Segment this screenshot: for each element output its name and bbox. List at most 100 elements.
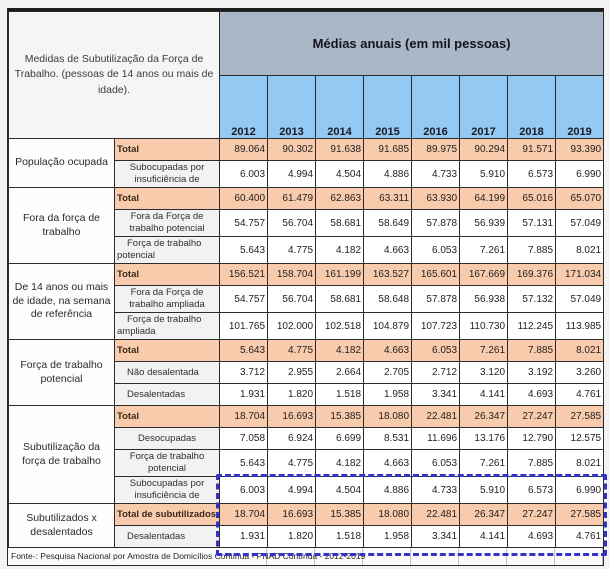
value-cell: 64.199: [459, 187, 509, 210]
value-cell: 93.390: [555, 138, 605, 161]
value-cell: 65.070: [555, 187, 605, 210]
value-cell: 4.663: [363, 236, 413, 264]
table-row: Fora da força de trabalho Total 60.400 61.4…: [8, 187, 605, 264]
value-cell: 8.531: [363, 427, 413, 450]
value-cell: 6.053: [411, 449, 461, 477]
year-header-2012: 2012: [219, 75, 269, 139]
value-cell: 18.080: [363, 405, 413, 428]
row-label: Subocupadas por insuficiência de: [113, 160, 221, 188]
source-note: Fonte-: Pesquisa Nacional por Amostra de…: [11, 551, 366, 561]
value-cell: 2.664: [315, 361, 365, 384]
value-cell: 1.820: [267, 525, 317, 548]
table-row: Subocupadas por insuficiência de 6.003 4.9…: [9, 476, 605, 504]
value-cell: 60.400: [219, 187, 269, 210]
table-row: Desalentadas 1.931 1.820 1.518 1.958 3.341 4.1…: [9, 525, 605, 548]
row-label: Total: [113, 138, 221, 161]
value-cell: 22.481: [411, 405, 461, 428]
value-cell: 3.120: [459, 361, 509, 384]
value-cell: 104.879: [363, 312, 413, 340]
value-cell: 56.704: [267, 209, 317, 237]
value-cell: 2.712: [411, 361, 461, 384]
value-cell: 4.775: [267, 236, 317, 264]
table-row: Força de trabalho potencial 5.643 4.775 4.1…: [9, 449, 605, 477]
value-cell: 2.705: [363, 361, 413, 384]
value-cell: 1.820: [267, 383, 317, 406]
value-cell: 3.192: [507, 361, 557, 384]
table-row: Subutilizados x desalentados Total de sub…: [8, 503, 605, 548]
value-cell: 4.775: [267, 449, 317, 477]
value-cell: 4.141: [459, 525, 509, 548]
value-cell: 4.663: [363, 449, 413, 477]
value-cell: 90.302: [267, 138, 317, 161]
value-cell: 7.058: [219, 427, 269, 450]
value-cell: 1.518: [315, 383, 365, 406]
value-cell: 3.712: [219, 361, 269, 384]
value-cell: 107.723: [411, 312, 461, 340]
value-cell: 4.141: [459, 383, 509, 406]
value-cell: 57.049: [555, 285, 605, 313]
value-cell: 57.132: [507, 285, 557, 313]
value-cell: 91.571: [507, 138, 557, 161]
table-row: Força de trabalho potencial 5.643 4.775 4.1…: [9, 236, 605, 264]
value-cell: 90.294: [459, 138, 509, 161]
value-cell: 167.669: [459, 263, 509, 286]
value-cell: 3.341: [411, 383, 461, 406]
section-label: População ocupada: [8, 138, 115, 188]
value-cell: 4.733: [411, 160, 461, 188]
row-label: Força de trabalho potencial: [113, 236, 221, 264]
value-cell: 89.064: [219, 138, 269, 161]
row-label: Força de trabalho ampliada: [113, 312, 221, 340]
value-cell: 12.575: [555, 427, 605, 450]
value-cell: 63.311: [363, 187, 413, 210]
value-cell: 15.385: [315, 405, 365, 428]
value-cell: 57.049: [555, 209, 605, 237]
value-cell: 8.021: [555, 339, 605, 362]
value-cell: 6.053: [411, 236, 461, 264]
value-cell: 63.930: [411, 187, 461, 210]
value-cell: 4.761: [555, 525, 605, 548]
value-cell: 58.681: [315, 285, 365, 313]
value-cell: 5.643: [219, 449, 269, 477]
footer-gridlines: [219, 548, 603, 565]
value-cell: 6.003: [219, 160, 269, 188]
value-cell: 6.990: [555, 476, 605, 504]
value-cell: 4.504: [315, 476, 365, 504]
value-cell: 112.245: [507, 312, 557, 340]
value-cell: 6.990: [555, 160, 605, 188]
table-body: População ocupada Total 89.064 90.302 91.638…: [8, 138, 605, 548]
value-cell: 4.182: [315, 236, 365, 264]
value-cell: 102.000: [267, 312, 317, 340]
value-cell: 16.693: [267, 503, 317, 526]
value-cell: 169.376: [507, 263, 557, 286]
value-cell: 27.247: [507, 405, 557, 428]
value-cell: 4.504: [315, 160, 365, 188]
value-cell: 5.910: [459, 476, 509, 504]
row-label: Total: [113, 187, 221, 210]
value-cell: 27.585: [555, 405, 605, 428]
value-cell: 161.199: [315, 263, 365, 286]
value-cell: 8.021: [555, 236, 605, 264]
year-header-2019: 2019: [555, 75, 605, 139]
value-cell: 4.733: [411, 476, 461, 504]
value-cell: 11.696: [411, 427, 461, 450]
value-cell: 2.955: [267, 361, 317, 384]
value-cell: 7.261: [459, 236, 509, 264]
value-cell: 6.003: [219, 476, 269, 504]
table-row: Desalentadas 1.931 1.820 1.518 1.958 3.341 4.1…: [9, 383, 605, 406]
table-row: De 14 anos ou mais de idade, na semana d…: [8, 263, 605, 340]
value-cell: 1.931: [219, 383, 269, 406]
value-cell: 1.958: [363, 383, 413, 406]
value-cell: 57.878: [411, 285, 461, 313]
value-cell: 27.585: [555, 503, 605, 526]
table-row: População ocupada Total 89.064 90.302 91.638…: [8, 138, 605, 188]
row-label: Total: [113, 405, 221, 428]
value-cell: 61.479: [267, 187, 317, 210]
value-cell: 26.347: [459, 405, 509, 428]
section-label: Fora da força de trabalho: [8, 187, 115, 264]
value-cell: 56.938: [459, 285, 509, 313]
year-header-2017: 2017: [459, 75, 509, 139]
value-cell: 7.885: [507, 339, 557, 362]
value-cell: 6.573: [507, 476, 557, 504]
year-header-2015: 2015: [363, 75, 413, 139]
value-cell: 6.699: [315, 427, 365, 450]
